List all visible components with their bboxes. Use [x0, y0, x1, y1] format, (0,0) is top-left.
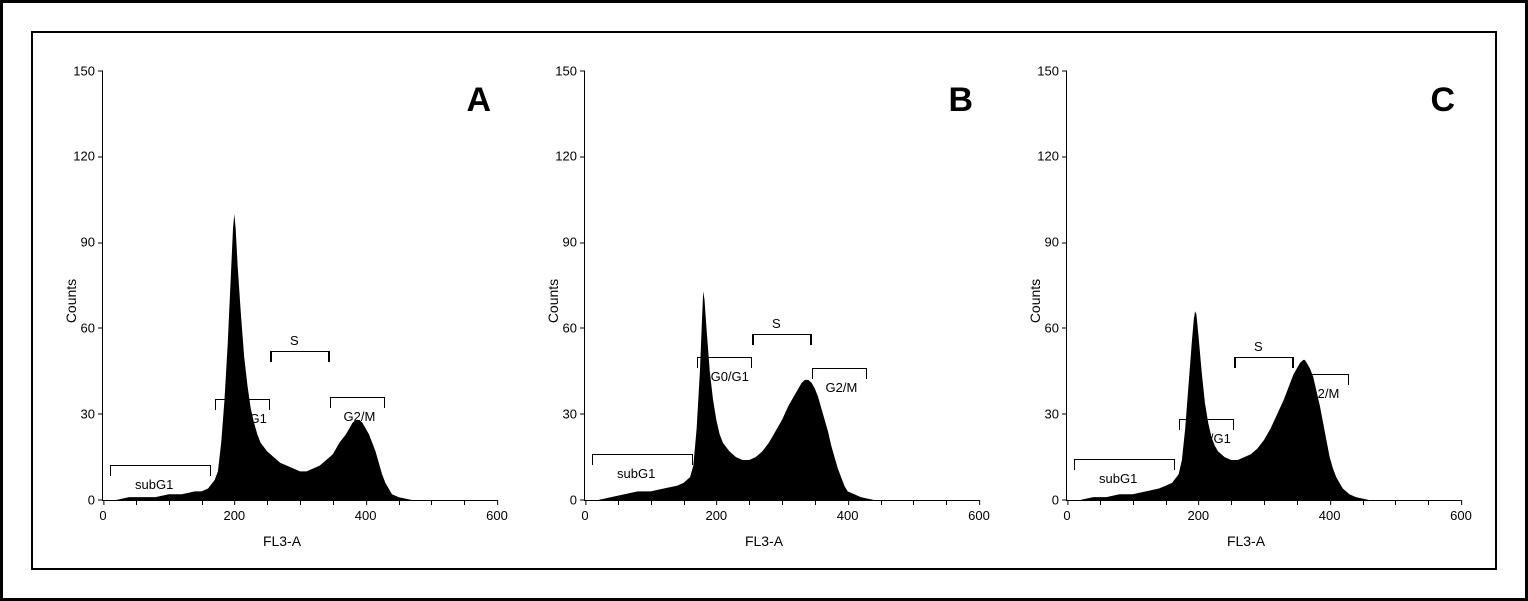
x-tick: 0 [581, 500, 588, 523]
x-axis-label: FL3-A [1227, 533, 1265, 549]
gate-label-G2M: G2/M [1308, 386, 1340, 401]
x-tick: 600 [968, 500, 990, 523]
y-axis-label: Counts [63, 278, 79, 322]
y-axis-label: Counts [1027, 278, 1043, 322]
gate-bracket-G2M [1294, 374, 1350, 385]
x-tick: 400 [837, 500, 859, 523]
y-tick: 60 [543, 320, 585, 335]
x-tick: 400 [355, 500, 377, 523]
gate-label-subG1: subG1 [617, 466, 655, 481]
x-tick: 0 [1063, 500, 1070, 523]
y-tick: 90 [1025, 235, 1067, 250]
gate-bracket-G0G1 [697, 357, 753, 368]
y-tick: 90 [543, 235, 585, 250]
gate-label-subG1: subG1 [135, 477, 173, 492]
x-tick: 600 [486, 500, 508, 523]
x-axis-label: FL3-A [745, 533, 783, 549]
gate-bracket-G2M [812, 368, 868, 379]
y-tick: 0 [1025, 492, 1067, 507]
gate-label-subG1: subG1 [1099, 471, 1137, 486]
gate-label-S: S [1254, 339, 1263, 354]
gate-label-G2M: G2/M [826, 380, 858, 395]
y-tick: 90 [61, 235, 103, 250]
x-tick: 200 [223, 500, 245, 523]
gate-label-G0G1: G0/G1 [711, 369, 749, 384]
y-tick: 150 [61, 63, 103, 78]
gate-bracket-S [270, 351, 329, 362]
y-tick: 30 [61, 406, 103, 421]
x-tick: 200 [705, 500, 727, 523]
figure-outer-frame: Counts FL3-A A 03060901201500200400600su… [0, 0, 1528, 601]
gate-bracket-G0G1 [215, 399, 271, 410]
plot-area-a: A 03060901201500200400600subG1G0/G1SG2/M [102, 71, 497, 501]
gate-label-S: S [290, 333, 299, 348]
plot-area-c: C 03060901201500200400600subG1G0/G1SG2/M [1066, 71, 1461, 501]
gate-bracket-G0G1 [1179, 419, 1235, 430]
panel-b: Counts FL3-A B 03060901201500200400600su… [529, 51, 999, 551]
y-tick: 120 [543, 149, 585, 164]
gate-label-G0G1: G0/G1 [229, 411, 267, 426]
gate-bracket-subG1 [592, 454, 694, 465]
gate-label-S: S [772, 316, 781, 331]
plot-area-b: B 03060901201500200400600subG1G0/G1SG2/M [584, 71, 979, 501]
y-tick: 60 [1025, 320, 1067, 335]
x-tick: 0 [99, 500, 106, 523]
y-axis-label: Counts [545, 278, 561, 322]
gate-bracket-subG1 [1074, 459, 1176, 470]
y-tick: 120 [1025, 149, 1067, 164]
y-tick: 60 [61, 320, 103, 335]
gate-bracket-S [752, 334, 811, 345]
y-tick: 150 [543, 63, 585, 78]
y-tick: 30 [543, 406, 585, 421]
gate-bracket-S [1234, 357, 1293, 368]
x-tick: 400 [1319, 500, 1341, 523]
gate-bracket-subG1 [110, 465, 212, 476]
y-tick: 0 [543, 492, 585, 507]
x-tick: 200 [1187, 500, 1209, 523]
gate-bracket-G2M [330, 397, 386, 408]
gate-label-G0G1: G0/G1 [1193, 431, 1231, 446]
x-tick: 600 [1450, 500, 1472, 523]
histogram-c [1067, 71, 1461, 500]
y-tick: 150 [1025, 63, 1067, 78]
y-tick: 120 [61, 149, 103, 164]
x-axis-label: FL3-A [263, 533, 301, 549]
gate-label-G2M: G2/M [344, 409, 376, 424]
panel-a: Counts FL3-A A 03060901201500200400600su… [47, 51, 517, 551]
y-tick: 30 [1025, 406, 1067, 421]
y-tick: 0 [61, 492, 103, 507]
histogram-a [103, 71, 497, 500]
histogram-b [585, 71, 979, 500]
panel-c: Counts FL3-A C 03060901201500200400600su… [1011, 51, 1481, 551]
figure-inner-frame: Counts FL3-A A 03060901201500200400600su… [31, 31, 1497, 570]
